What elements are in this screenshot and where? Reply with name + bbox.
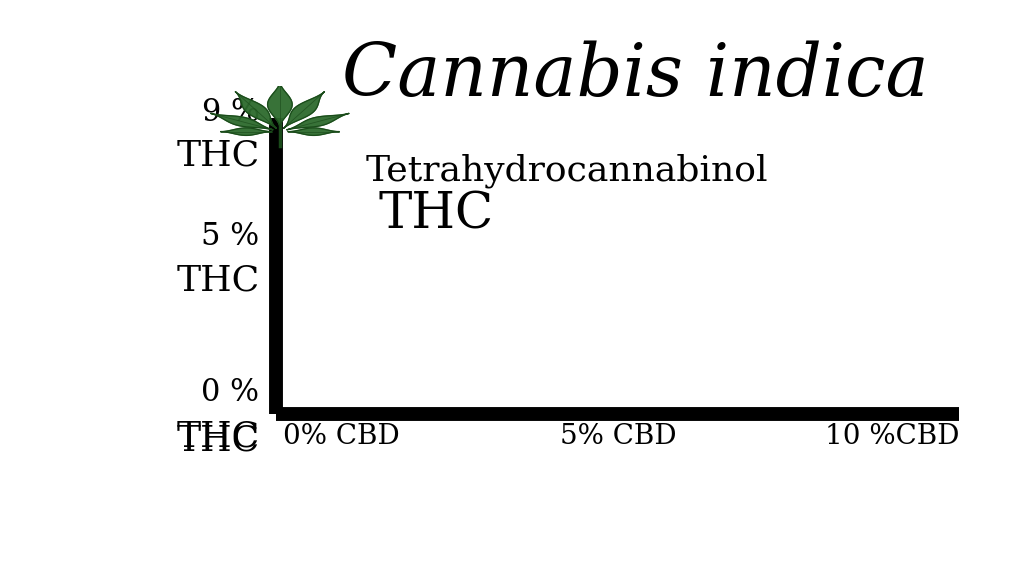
Text: 5 %: 5 % — [202, 221, 259, 252]
Text: 9 %: 9 % — [202, 97, 259, 128]
Text: THC: THC — [379, 190, 495, 239]
Polygon shape — [284, 92, 325, 128]
Text: THC: THC — [176, 419, 259, 454]
Polygon shape — [236, 92, 276, 128]
Text: 5% CBD: 5% CBD — [559, 423, 676, 450]
Text: 0% CBD: 0% CBD — [284, 423, 400, 450]
Text: THC: THC — [176, 423, 259, 457]
Text: Cannabis indica: Cannabis indica — [342, 40, 928, 111]
Text: 10 %CBD: 10 %CBD — [824, 423, 959, 450]
Polygon shape — [267, 81, 292, 128]
Text: Tetrahydrocannabinol: Tetrahydrocannabinol — [366, 153, 768, 188]
Text: THC: THC — [176, 264, 259, 298]
Polygon shape — [211, 113, 272, 130]
Polygon shape — [220, 128, 271, 135]
Text: THC: THC — [176, 139, 259, 173]
Polygon shape — [287, 113, 349, 130]
Text: 0 %: 0 % — [202, 377, 259, 408]
Polygon shape — [288, 128, 339, 135]
